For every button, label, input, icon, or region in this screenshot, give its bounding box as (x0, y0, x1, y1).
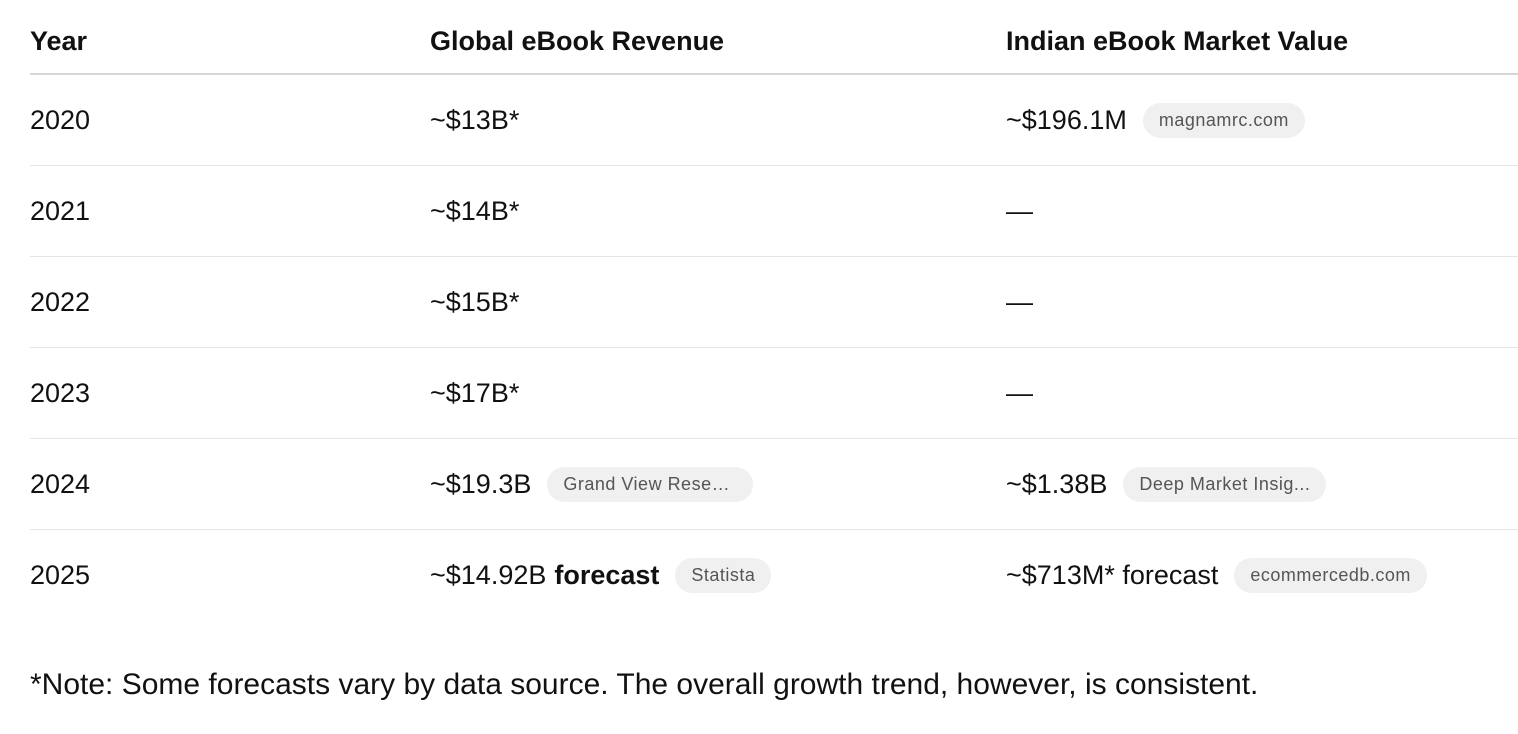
cell-content: ~$1.38B Deep Market Insig... (1006, 466, 1518, 502)
global-revenue-cell: ~$19.3B Grand View Resea... (430, 438, 1006, 530)
source-citation-badge[interactable]: Deep Market Insig... (1123, 466, 1327, 502)
year-cell: 2023 (30, 347, 430, 439)
source-citation-badge[interactable]: Grand View Resea... (547, 466, 754, 502)
value-text: ~$13B* (430, 104, 520, 135)
cell-content: ~$19.3B Grand View Resea... (430, 466, 1006, 502)
table-row: 2021 ~$14B* — (30, 165, 1518, 257)
value-text: — (1006, 195, 1033, 226)
value-text: ~$196.1M (1006, 104, 1127, 135)
value-text: ~$1.38B (1006, 468, 1108, 499)
ebook-market-table: Year Global eBook Revenue Indian eBook M… (30, 0, 1518, 620)
indian-market-value-cell: — (1006, 347, 1518, 439)
table-header: Year Global eBook Revenue Indian eBook M… (30, 0, 1518, 75)
footnote: *Note: Some forecasts vary by data sourc… (30, 668, 1259, 701)
cell-content: ~$196.1M magnamrc.com (1006, 102, 1518, 138)
value-text: ~$15B* (430, 286, 520, 317)
value-text: — (1006, 377, 1033, 408)
indian-market-value-cell: ~$1.38B Deep Market Insig... (1006, 438, 1518, 530)
emphasis-text: forecast (554, 559, 660, 590)
source-citation-badge[interactable]: ecommercedb.com (1234, 557, 1427, 593)
indian-market-value-cell: ~$196.1M magnamrc.com (1006, 74, 1518, 166)
value-text: ~$14.92B (430, 559, 547, 590)
source-citation-badge[interactable]: magnamrc.com (1142, 102, 1305, 138)
indian-market-value-cell: ~$713M* forecast ecommercedb.com (1006, 530, 1518, 621)
column-header-year: Year (30, 0, 430, 75)
year-cell: 2025 (30, 559, 91, 590)
year-cell: 2022 (30, 256, 430, 348)
value-text: ~$17B* (430, 377, 520, 408)
table-row: 2020 ~$13B* ~$196.1M magnamrc.com (30, 74, 1518, 166)
global-revenue-cell: ~$14.92B forecast Statista (430, 530, 1006, 621)
table-header-row: Year Global eBook Revenue Indian eBook M… (30, 0, 1518, 75)
indian-market-value-cell: — (1006, 165, 1518, 257)
year-cell: 2020 (30, 74, 430, 166)
year-cell: 2021 (30, 165, 430, 257)
value-text: ~$14B* (430, 195, 520, 226)
value-text: — (1006, 286, 1033, 317)
value-text: ~$19.3B (430, 468, 532, 499)
source-citation-badge[interactable]: Statista (675, 557, 772, 593)
cell-content: — (1006, 378, 1518, 409)
global-revenue-cell: ~$13B* (430, 74, 1006, 166)
cell-content: ~$713M* forecast ecommercedb.com (1006, 557, 1518, 593)
cell-content: ~$13B* (430, 105, 1006, 136)
data-table-container: Year Global eBook Revenue Indian eBook M… (30, 0, 1518, 620)
table-row: 2022 ~$15B* — (30, 256, 1518, 348)
global-revenue-cell: ~$14B* (430, 165, 1006, 257)
table-row: 2023 ~$17B* — (30, 347, 1518, 439)
table-row: 2025 ~$14.92B forecast Statista ~$713M* fore… (30, 530, 1518, 621)
value-text: ~$713M* forecast (1006, 559, 1219, 590)
cell-content: — (1006, 287, 1518, 318)
cell-content: ~$17B* (430, 378, 1006, 409)
indian-market-value-cell: — (1006, 256, 1518, 348)
cell-content: ~$14B* (430, 196, 1006, 227)
column-header-indian-market-value: Indian eBook Market Value (1006, 0, 1518, 75)
cell-content: ~$15B* (430, 287, 1006, 318)
year-cell: 2024 (30, 438, 430, 530)
global-revenue-cell: ~$15B* (430, 256, 1006, 348)
cell-content: — (1006, 196, 1518, 227)
column-header-global-revenue: Global eBook Revenue (430, 0, 1006, 75)
table-body: 2020 ~$13B* ~$196.1M magnamrc.com 2021 ~$14B*… (30, 74, 1518, 620)
table-row: 2024 ~$19.3B Grand View Resea... ~$1.38B Dee… (30, 438, 1518, 530)
global-revenue-cell: ~$17B* (430, 347, 1006, 439)
cell-content: ~$14.92B forecast Statista (430, 557, 1006, 593)
